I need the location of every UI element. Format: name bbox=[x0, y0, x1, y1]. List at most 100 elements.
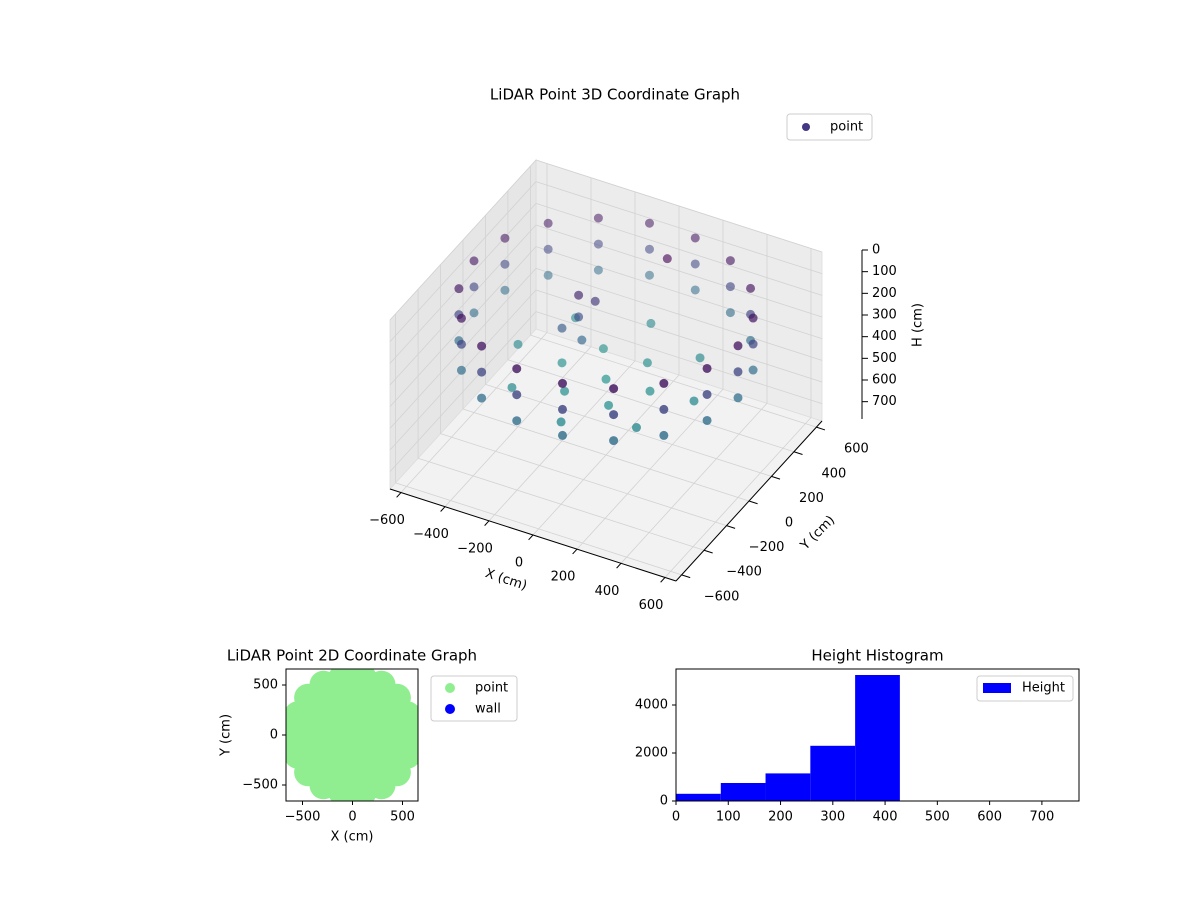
point bbox=[477, 393, 487, 403]
point bbox=[645, 386, 655, 396]
legend-marker bbox=[802, 123, 810, 131]
y-tick-label: −600 bbox=[704, 589, 740, 604]
tick-mark bbox=[681, 574, 691, 579]
grid-line bbox=[535, 311, 823, 405]
point bbox=[558, 378, 568, 388]
z-tick-label: 700 bbox=[872, 394, 897, 409]
z-tick-label: 500 bbox=[872, 351, 897, 366]
point bbox=[456, 313, 466, 323]
point bbox=[644, 244, 654, 254]
bar bbox=[810, 745, 856, 801]
point bbox=[456, 365, 466, 375]
x-tick-label: 700 bbox=[1029, 810, 1054, 825]
y-tick-label: 0 bbox=[660, 794, 668, 809]
y-tick-label: −500 bbox=[242, 778, 278, 793]
grid-line bbox=[535, 202, 823, 296]
grid-line bbox=[535, 159, 823, 253]
grid-line bbox=[389, 203, 537, 364]
point bbox=[690, 259, 700, 269]
x-tick-label: 0 bbox=[515, 556, 523, 571]
point bbox=[604, 400, 614, 410]
grid-line bbox=[417, 457, 705, 551]
point bbox=[662, 254, 672, 264]
grid-line bbox=[389, 246, 537, 407]
y-tick-label: 0 bbox=[785, 516, 793, 531]
point bbox=[659, 378, 669, 388]
point bbox=[543, 218, 553, 228]
x-tick-label: 400 bbox=[595, 584, 620, 599]
point bbox=[574, 290, 584, 300]
y-tick-label: −400 bbox=[726, 565, 762, 580]
tick-mark bbox=[793, 451, 803, 456]
x-tick-label: 0 bbox=[348, 810, 356, 825]
z-tick-label: 400 bbox=[872, 329, 897, 344]
x-tick-label: 200 bbox=[551, 570, 576, 585]
point bbox=[590, 296, 600, 306]
tick-mark bbox=[396, 492, 402, 498]
point bbox=[574, 312, 584, 322]
point bbox=[748, 339, 758, 349]
bar bbox=[676, 793, 721, 801]
y-tick-label: 4000 bbox=[635, 698, 668, 713]
point bbox=[733, 393, 743, 403]
point bbox=[690, 233, 700, 243]
grid-line bbox=[395, 482, 682, 576]
legend-label: point bbox=[830, 120, 863, 135]
point bbox=[512, 390, 522, 400]
legend-marker bbox=[445, 683, 455, 693]
point bbox=[500, 259, 510, 269]
axes-frame bbox=[675, 668, 1080, 802]
chart-2d: −500 0 500 −500 0 500 X (cm) Y (cm) LiDAR Point … bbox=[219, 647, 518, 845]
tick-mark bbox=[771, 475, 781, 480]
y-axis-line bbox=[675, 420, 823, 582]
tick-mark bbox=[748, 500, 758, 505]
tick-mark bbox=[660, 577, 666, 583]
y-tick-label: 200 bbox=[799, 491, 824, 506]
z-tick-label: 100 bbox=[872, 264, 897, 279]
point bbox=[689, 396, 699, 406]
x-tick-label: 600 bbox=[639, 598, 664, 613]
x-tick-label: −400 bbox=[413, 527, 449, 542]
point bbox=[702, 389, 712, 399]
point bbox=[725, 256, 735, 266]
point bbox=[558, 404, 568, 414]
point bbox=[558, 430, 568, 440]
x-tick-label: 600 bbox=[977, 810, 1002, 825]
x-axis-label: X (cm) bbox=[331, 830, 374, 845]
point bbox=[733, 341, 743, 351]
point bbox=[543, 244, 553, 254]
x-tick-label: 200 bbox=[768, 810, 793, 825]
point bbox=[512, 416, 522, 426]
y-tick-label: −200 bbox=[749, 540, 785, 555]
grid-line bbox=[389, 311, 537, 472]
grid-line bbox=[535, 289, 823, 383]
z-tick-label: 300 bbox=[872, 308, 897, 323]
point bbox=[593, 239, 603, 249]
grid-line bbox=[535, 224, 823, 318]
tick-mark bbox=[572, 548, 578, 555]
grid-line bbox=[389, 224, 537, 386]
point bbox=[477, 367, 487, 377]
point bbox=[556, 417, 566, 427]
point bbox=[393, 740, 418, 769]
tick-mark bbox=[440, 506, 446, 512]
x-tick-label: −200 bbox=[457, 541, 493, 556]
point bbox=[577, 335, 587, 345]
grid-line bbox=[535, 246, 823, 340]
point bbox=[469, 282, 479, 292]
point bbox=[512, 364, 522, 374]
x-tick-label: 300 bbox=[820, 810, 845, 825]
point bbox=[469, 308, 479, 318]
chart-title: LiDAR Point 2D Coordinate Graph bbox=[227, 647, 477, 665]
grid-line bbox=[535, 181, 823, 275]
point bbox=[748, 365, 758, 375]
point bbox=[644, 270, 654, 280]
legend-marker bbox=[445, 704, 455, 714]
grid-line bbox=[485, 384, 772, 477]
legend-box bbox=[786, 113, 873, 141]
tick-mark bbox=[528, 534, 534, 541]
x-tick-label: −500 bbox=[285, 810, 321, 825]
chart-title: Height Histogram bbox=[811, 647, 943, 665]
grid-line bbox=[530, 334, 817, 428]
point bbox=[469, 256, 479, 266]
